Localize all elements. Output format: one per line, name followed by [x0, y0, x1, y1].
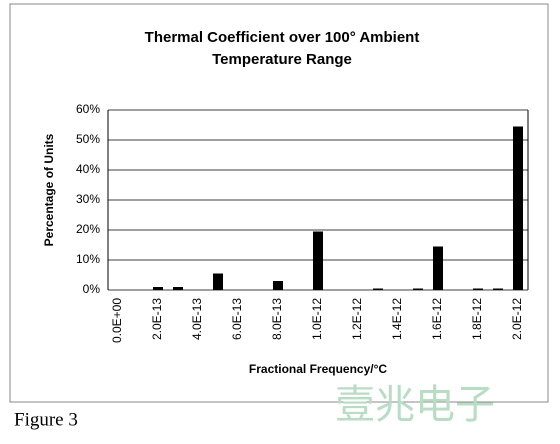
y-tick-label: 20% — [76, 222, 100, 236]
y-tick-label: 40% — [76, 162, 100, 176]
bar — [273, 281, 283, 290]
chart-title: Temperature Range — [212, 51, 352, 68]
x-tick-label: 1.8E-12 — [470, 298, 484, 340]
bar — [473, 288, 483, 290]
y-tick-label: 50% — [76, 132, 100, 146]
x-tick-label: 4.0E-13 — [190, 298, 204, 340]
x-tick-label: 1.0E-12 — [310, 298, 324, 340]
y-tick-label: 10% — [76, 252, 100, 266]
x-tick-label: 1.6E-12 — [430, 298, 444, 340]
x-tick-label: 1.4E-12 — [390, 298, 404, 340]
x-tick-label: 2.0E-12 — [510, 298, 524, 340]
bar — [213, 273, 223, 290]
y-tick-label: 0% — [83, 282, 101, 296]
y-tick-label: 30% — [76, 192, 100, 206]
y-axis-title: Percentage of Units — [42, 133, 56, 246]
bar — [433, 246, 443, 290]
y-tick-label: 60% — [76, 102, 100, 116]
x-tick-label: 2.0E-13 — [150, 298, 164, 340]
x-tick-label: 1.2E-12 — [350, 298, 364, 340]
bar — [373, 288, 383, 290]
chart-title: Thermal Coefficient over 100° Ambient — [145, 29, 420, 46]
x-tick-label: 6.0E-13 — [230, 298, 244, 340]
watermark: 壹兆电子 — [335, 382, 495, 428]
x-axis-title: Fractional Frequency/°C — [249, 362, 387, 376]
bar — [513, 126, 523, 290]
chart-border — [9, 3, 549, 403]
bar — [153, 287, 163, 290]
x-tick-label: 8.0E-13 — [270, 298, 284, 340]
bar — [493, 288, 503, 290]
bar — [413, 288, 423, 290]
bar — [313, 231, 323, 290]
bar — [173, 287, 183, 290]
x-tick-label: 0.0E+00 — [110, 298, 124, 343]
caption: Figure 3 — [14, 409, 78, 430]
